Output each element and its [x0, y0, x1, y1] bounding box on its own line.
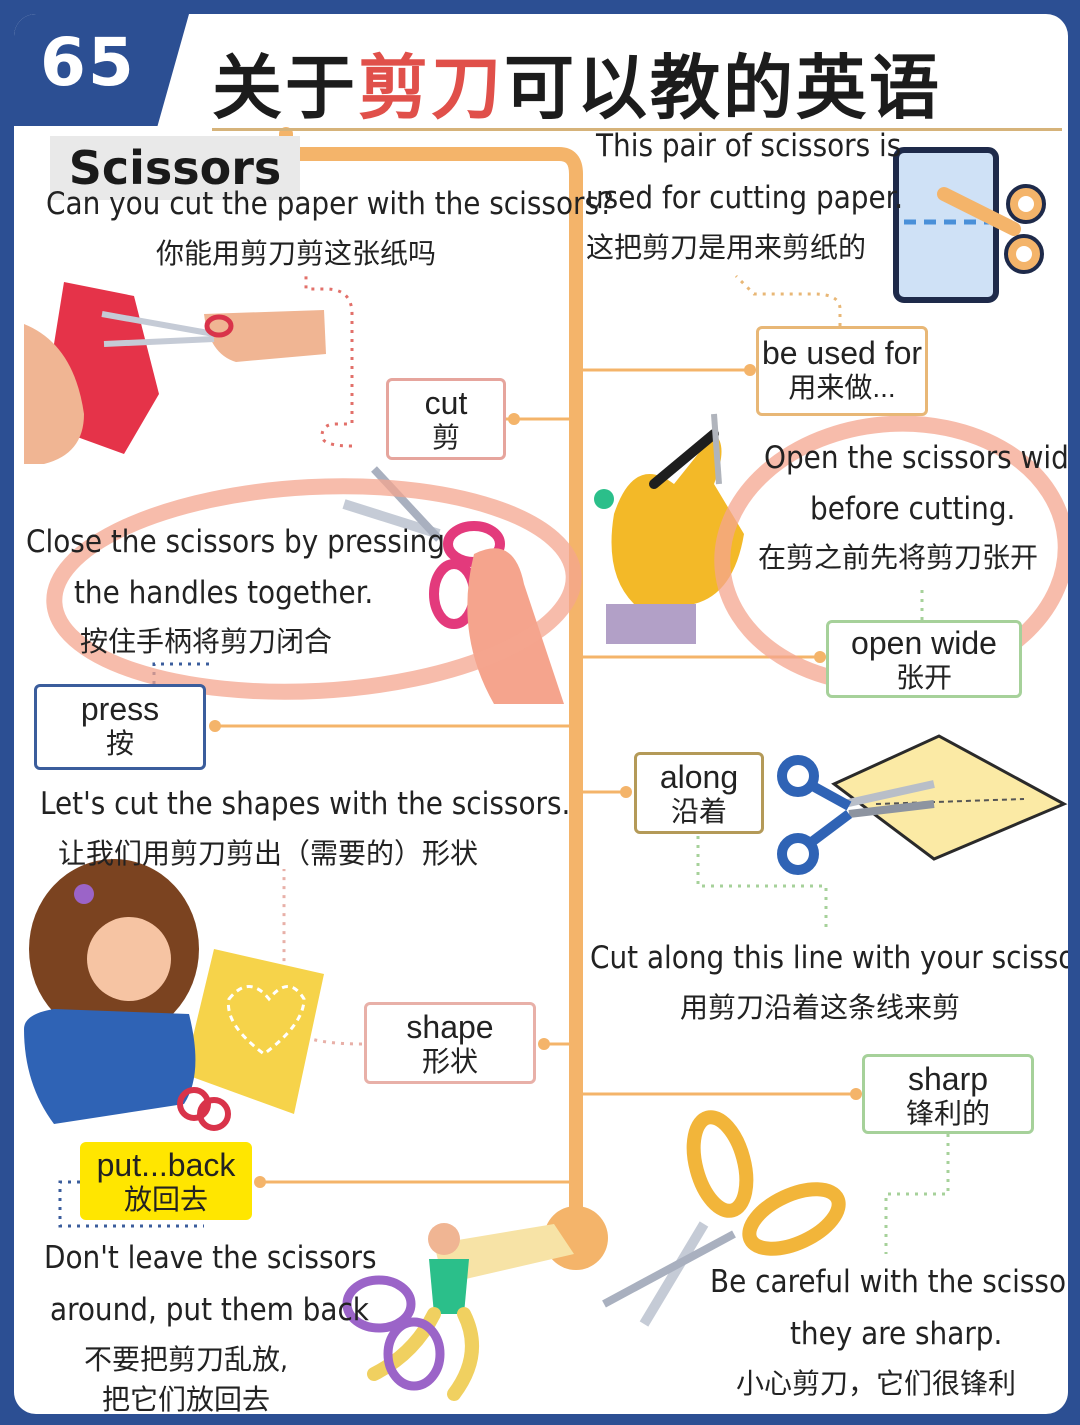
vocab-card-put-back[interactable]: put...back 放回去 [80, 1142, 252, 1220]
pointer-along [696, 836, 828, 932]
title-underline [212, 128, 1062, 131]
vocab-card-press[interactable]: press 按 [34, 684, 206, 770]
sentence-used-for-en-2: used for cutting paper. [586, 180, 904, 216]
illustration-running-girl [342, 1223, 574, 1401]
lesson-number: 65 [40, 24, 136, 101]
vocab-card-cut[interactable]: cut 剪 [386, 378, 506, 460]
node-sharp [850, 1088, 862, 1100]
sentence-press-zh: 按住手柄将剪刀闭合 [80, 625, 333, 658]
vocab-shape-zh: 形状 [421, 1046, 478, 1077]
vocab-sharp-en: sharp [907, 1061, 989, 1097]
sentence-put-back-zh-1: 不要把剪刀乱放, [84, 1343, 288, 1376]
vocab-shape-en: shape [406, 1009, 494, 1045]
title-part1: 关于 [212, 47, 358, 129]
illustration-layer [24, 127, 1068, 1401]
sentence-put-back-en-2: around, put them back [50, 1292, 369, 1328]
sentence-sharp-en-1: Be careful with the scissors, [710, 1264, 1068, 1300]
vocab-along-zh: 沿着 [670, 796, 727, 827]
vocab-card-along[interactable]: along 沿着 [634, 752, 764, 834]
vocab-put-back-zh: 放回去 [123, 1184, 208, 1215]
sentence-used-for-zh: 这把剪刀是用来剪纸的 [586, 231, 867, 264]
vocab-card-open-wide[interactable]: open wide 张开 [826, 620, 1022, 698]
highlight-loop-press [46, 478, 582, 700]
vocab-along-en: along [659, 759, 739, 795]
page-title: 关于剪刀可以教的英语 [212, 32, 942, 133]
sentence-along-en: Cut along this line with your scissors. [590, 940, 1068, 976]
node-put-back [254, 1176, 266, 1188]
sentence-cut-zh: 你能用剪刀剪这张纸吗 [156, 237, 437, 270]
sentence-sharp-zh: 小心剪刀，它们很锋利 [736, 1367, 1017, 1400]
vocab-sharp-zh: 锋利的 [905, 1098, 990, 1129]
node-used-for [744, 364, 756, 376]
sentence-open-wide-en-1: Open the scissors wide [764, 440, 1068, 476]
vocab-cut-zh: 剪 [431, 422, 460, 453]
vocab-card-used-for[interactable]: be used for 用来做... [756, 326, 928, 416]
content-panel: 65 关于剪刀可以教的英语 Scissors Can you cut the p… [14, 14, 1068, 1414]
vocab-used-for-zh: 用来做... [788, 372, 896, 403]
sentence-press-en-2: the handles together. [74, 575, 374, 611]
illustration-sharp-scissors [602, 1110, 846, 1327]
title-highlight: 剪刀 [358, 47, 504, 129]
node-shape [538, 1038, 550, 1050]
vocab-press-zh: 按 [105, 728, 134, 759]
sentence-put-back-zh-2: 把它们放回去 [102, 1383, 271, 1414]
title-part2: 可以教的英语 [504, 47, 942, 129]
lesson-number-badge: 65 [14, 14, 189, 126]
node-press [209, 720, 221, 732]
pointer-put-back [58, 1180, 204, 1228]
vocab-card-shape[interactable]: shape 形状 [364, 1002, 536, 1084]
vocab-card-sharp[interactable]: sharp 锋利的 [862, 1054, 1034, 1134]
illustration-cutting-paper [24, 282, 326, 464]
sentence-shape-en: Let's cut the shapes with the scissors. [40, 786, 571, 822]
vocab-press-en: press [80, 691, 160, 727]
sentence-open-wide-zh: 在剪之前先将剪刀张开 [758, 541, 1039, 574]
sentence-open-wide-en-2: before cutting. [810, 491, 1016, 527]
sentence-press-en-1: Close the scissors by pressing [26, 524, 445, 560]
node-open-wide [814, 651, 826, 663]
node-along [620, 786, 632, 798]
sentence-sharp-en-2: they are sharp. [790, 1316, 1003, 1352]
illustration-paper-scissors [893, 147, 1046, 303]
sentence-used-for-en-1: This pair of scissors is [596, 128, 902, 164]
sentence-along-zh: 用剪刀沿着这条线来剪 [680, 991, 961, 1024]
topic-tag: Scissors [50, 136, 300, 200]
pointer-press [152, 662, 209, 684]
illustration-along-scissors [777, 734, 1068, 875]
illustration-hand-open [594, 413, 744, 644]
vocab-put-back-en: put...back [96, 1147, 236, 1183]
vocab-open-wide-zh: 张开 [895, 662, 952, 693]
illustration-girl-heart [24, 859, 324, 1131]
pointer-sharp [884, 1134, 950, 1254]
vocab-open-wide-en: open wide [851, 625, 997, 661]
vocab-cut-en: cut [424, 385, 468, 421]
vocab-used-for-en: be used for [761, 335, 923, 371]
sentence-cut-en: Can you cut the paper with the scissors? [46, 186, 614, 222]
node-cut [508, 413, 520, 425]
mindmap-trunk [279, 129, 583, 1231]
sentence-put-back-en-1: Don't leave the scissors [44, 1240, 377, 1276]
sentence-shape-zh: 让我们用剪刀剪出（需要的）形状 [58, 837, 479, 870]
pointer-used-for [734, 274, 842, 326]
pointer-cut [304, 272, 354, 448]
